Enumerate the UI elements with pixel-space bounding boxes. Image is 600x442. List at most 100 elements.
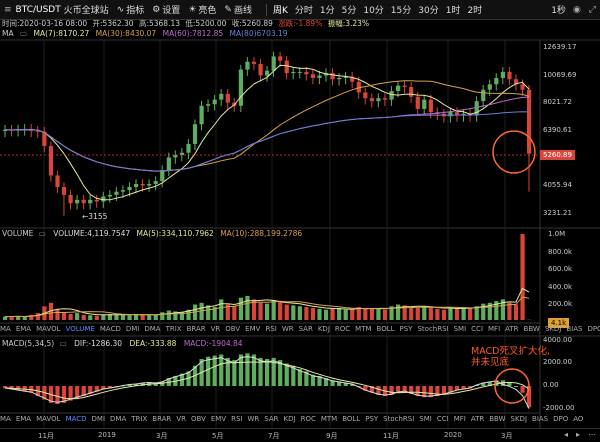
volume-bar	[409, 307, 413, 320]
volume-bar	[462, 307, 466, 320]
volume-bar	[422, 306, 426, 320]
indicator-tab[interactable]: OBV	[191, 414, 206, 425]
indicator-tab[interactable]: BBW	[489, 414, 505, 425]
macd-histogram-bar	[206, 357, 210, 386]
indicator-tab[interactable]: MA	[0, 414, 11, 425]
indicator-tab[interactable]: DMA	[110, 414, 126, 425]
volume-bar	[383, 310, 387, 320]
indicator-tab[interactable]: ROC	[301, 414, 316, 425]
indicator-tab[interactable]: BRAR	[187, 324, 206, 335]
indicator-tab[interactable]: KDJ	[318, 324, 330, 335]
indicator-tab[interactable]: PSY	[400, 324, 413, 335]
indicator-tab[interactable]: PSY	[365, 414, 378, 425]
candle-body	[95, 200, 99, 202]
indicator-tab[interactable]: EMV	[245, 324, 260, 335]
indicator-tab[interactable]: DPO	[587, 324, 600, 335]
candle-body	[154, 181, 158, 184]
indicator-tab[interactable]: MFI	[454, 414, 466, 425]
volume-bar	[121, 315, 125, 320]
macd-histogram-bar	[213, 356, 217, 386]
indicator-tab[interactable]: WR	[248, 414, 260, 425]
indicator-tab[interactable]: WR	[282, 324, 294, 335]
indicator-tab[interactable]: EMA	[16, 324, 31, 335]
indicator-tab[interactable]: TRIX	[166, 324, 182, 335]
scroll-right-icon[interactable]: ▸	[576, 430, 580, 439]
indicator-tab[interactable]: MFI	[488, 324, 500, 335]
indicator-tab[interactable]: TRIX	[131, 414, 147, 425]
indicator-tab[interactable]: RSI	[231, 414, 242, 425]
volume-bar	[429, 308, 433, 320]
candle-body	[370, 98, 374, 101]
indicator-tab[interactable]: DMI	[92, 414, 106, 425]
volume-bar	[285, 305, 289, 320]
candle-body	[278, 56, 282, 60]
indicator-tab[interactable]: BRAR	[152, 414, 171, 425]
indicator-tab[interactable]: AO	[573, 414, 583, 425]
volume-name: VOLUME	[2, 229, 33, 238]
volume-toggle-icon[interactable]: ▭	[39, 229, 46, 238]
indicator-tab[interactable]: EMA	[16, 414, 31, 425]
candle-body	[49, 146, 53, 175]
indicator-tab[interactable]: DMI	[126, 324, 140, 335]
indicator-tab[interactable]: MTM	[321, 414, 337, 425]
indicator-tab[interactable]: ROC	[335, 324, 350, 335]
indicator-tab[interactable]: MAVOL	[36, 414, 60, 425]
candle-body	[206, 104, 210, 106]
indicator-tab[interactable]: BOLL	[342, 414, 360, 425]
indicator-tab[interactable]: BBW	[524, 324, 540, 335]
indicator-tab[interactable]: MAVOL	[36, 324, 60, 335]
indicator-tab[interactable]: BIAS	[566, 324, 582, 335]
candle-body	[121, 190, 125, 192]
indicator-tab[interactable]: BOLL	[377, 324, 395, 335]
indicator-tab[interactable]: KDJ	[284, 414, 296, 425]
indicator-tab[interactable]: OBV	[225, 324, 240, 335]
indicator-tab[interactable]: SAR	[264, 414, 278, 425]
candle-body	[88, 200, 92, 203]
indicator-tabs-volume: MA EMA MAVOL VOLUME MACD DMI DMA TRIX BRAR VR OBV E…	[0, 324, 600, 335]
indicator-tab[interactable]: CCI	[437, 414, 449, 425]
volume-bar	[95, 316, 99, 320]
indicator-tab[interactable]: StochRSI	[383, 414, 414, 425]
volume-bar	[468, 308, 472, 320]
volume-bar	[206, 305, 210, 320]
candle-body	[422, 100, 426, 109]
price-axis-label: 6390.61	[543, 126, 572, 134]
indicator-tab[interactable]: CCI	[471, 324, 483, 335]
time-axis-label: 11月	[38, 431, 54, 441]
volume-bar	[442, 310, 446, 320]
volume-ma10: MA(10):288,199.2786	[220, 229, 302, 238]
volume-bar	[147, 315, 151, 320]
indicator-tab[interactable]: SMI	[454, 324, 467, 335]
volume-bar	[88, 315, 92, 320]
indicator-tab[interactable]: MACD	[100, 324, 121, 335]
indicator-tab[interactable]: DMA	[144, 324, 160, 335]
indicator-tab[interactable]: ATR	[471, 414, 484, 425]
indicator-tab[interactable]: BIAS	[532, 414, 548, 425]
indicator-tab[interactable]: SMI	[419, 414, 432, 425]
more-icon[interactable]: ⋯	[588, 430, 596, 439]
macd-histogram-bar	[226, 358, 230, 386]
volume-axis-label: 600.0k	[548, 265, 572, 273]
indicator-tab[interactable]: VR	[211, 324, 221, 335]
indicator-tab[interactable]: DPO	[553, 414, 568, 425]
macd-toggle-icon[interactable]: ▭	[60, 339, 67, 348]
scroll-left-icon[interactable]: ◂	[564, 430, 568, 439]
macd-histogram-bar	[520, 386, 524, 393]
volume-bar	[455, 308, 459, 320]
indicator-tab[interactable]: VOLUME	[66, 324, 95, 335]
indicator-tab[interactable]: SKDJ	[545, 324, 562, 335]
indicator-tab[interactable]: ATR	[505, 324, 518, 335]
volume-bar	[232, 306, 236, 320]
indicator-tab[interactable]: MTM	[355, 324, 371, 335]
volume-bar	[23, 317, 27, 320]
indicator-tab[interactable]: EMV	[211, 414, 226, 425]
indicator-tab[interactable]: SKDJ	[511, 414, 528, 425]
candle-body	[69, 195, 73, 203]
indicator-tab[interactable]: StochRSI	[417, 324, 448, 335]
indicator-tab[interactable]: SAR	[299, 324, 313, 335]
indicator-tab[interactable]: VR	[176, 414, 186, 425]
indicator-tab[interactable]: RSI	[265, 324, 276, 335]
candle-body	[409, 87, 413, 97]
indicator-tab[interactable]: MA	[0, 324, 11, 335]
indicator-tab[interactable]: MACD	[66, 414, 87, 425]
